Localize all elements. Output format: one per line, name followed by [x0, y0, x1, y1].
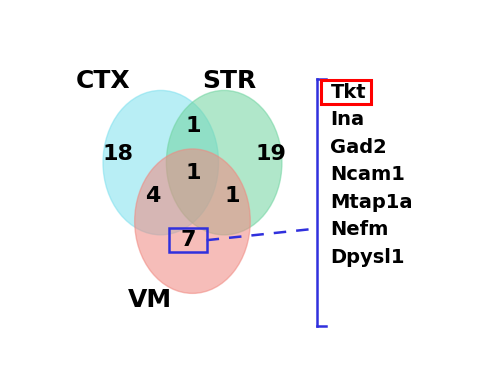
Text: Gad2: Gad2 — [330, 138, 386, 157]
Text: 7: 7 — [180, 230, 195, 250]
Text: STR: STR — [202, 69, 256, 93]
Text: 1: 1 — [185, 163, 201, 183]
Text: 1: 1 — [224, 186, 240, 206]
Ellipse shape — [103, 90, 218, 235]
Text: 19: 19 — [255, 144, 286, 164]
Text: 4: 4 — [144, 186, 160, 206]
Text: Ina: Ina — [330, 111, 364, 130]
Text: 1: 1 — [185, 116, 201, 136]
Text: CTX: CTX — [75, 69, 130, 93]
Ellipse shape — [166, 90, 281, 235]
Text: 18: 18 — [102, 144, 133, 164]
Ellipse shape — [134, 149, 250, 293]
Text: Ncam1: Ncam1 — [330, 165, 405, 184]
Text: Dpysl1: Dpysl1 — [330, 248, 404, 267]
Text: Mtap1a: Mtap1a — [330, 193, 412, 212]
Text: Tkt: Tkt — [330, 83, 365, 102]
Text: Nefm: Nefm — [330, 220, 388, 239]
Text: VM: VM — [127, 288, 171, 312]
